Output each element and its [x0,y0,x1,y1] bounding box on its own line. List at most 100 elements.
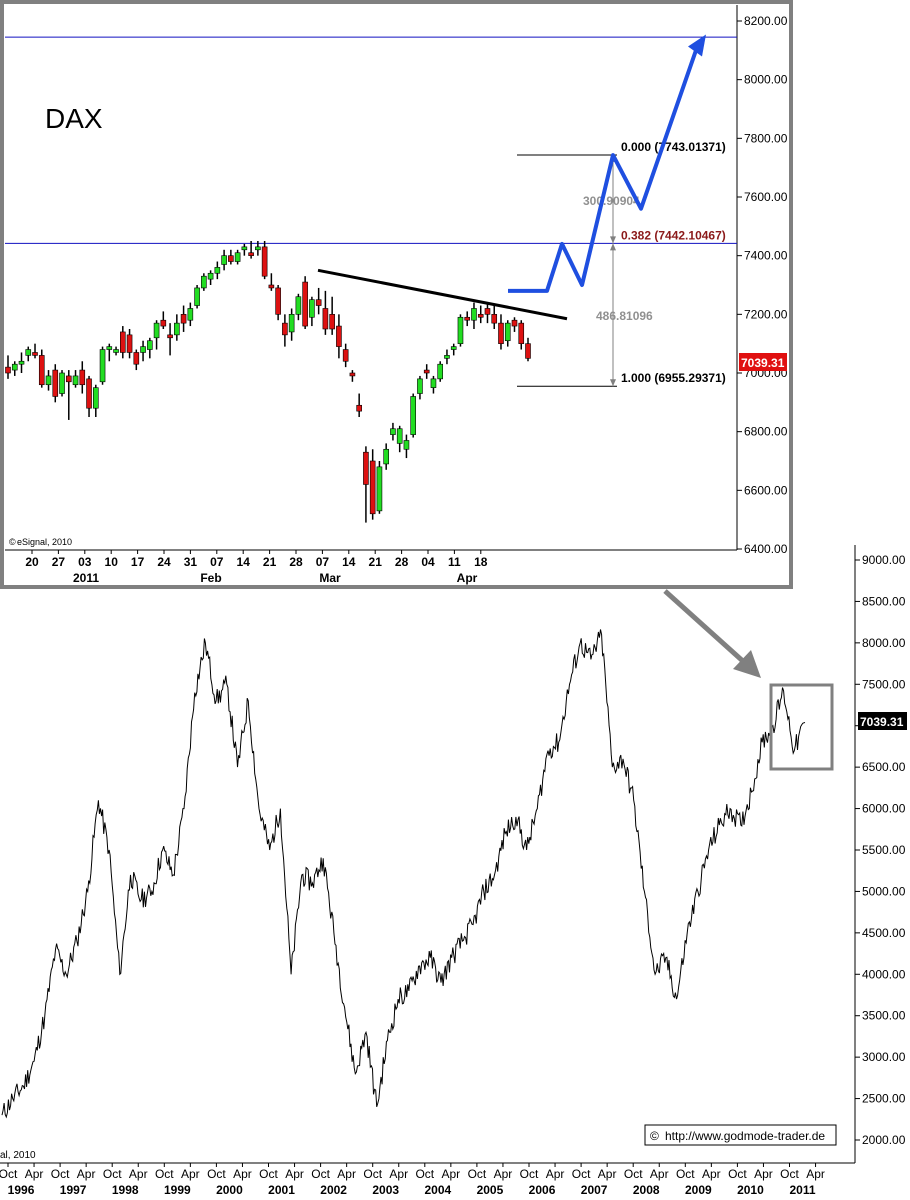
candle-up [11,363,18,371]
candle-down [268,284,275,289]
candle-up [99,349,106,383]
candle-up [201,275,207,289]
forecast-arrowhead [688,34,706,57]
candle-up [430,378,437,388]
chart-title: DAX [45,103,103,134]
long-term-chart: 2000.00 2500.00 3000.00 3500.00 4000.00 4500.… [0,545,907,1197]
inset-x-month-label: Apr [457,571,478,585]
candle-down [282,322,288,336]
inset-x-tick-label: 27 [52,555,66,569]
big-y-tick-label: 6000.00 [862,802,906,816]
candle-down [315,299,322,306]
big-x-tick-month: Oct [363,1167,382,1181]
candle-down [423,369,430,374]
big-copyright: al, 2010 [0,1150,36,1161]
inset-x-tick-label: 18 [474,555,488,569]
big-y-tick-label: 4000.00 [862,967,906,981]
candle-down [180,314,187,324]
big-y-tick-label: 8000.00 [862,636,906,650]
inset-x-tick-label: 03 [78,555,92,569]
inset-x-tick-label: 11 [448,555,461,569]
candle-down [342,349,349,362]
big-x-tick-month: Oct [728,1167,747,1181]
big-x-tick-month: Oct [415,1167,434,1181]
candle-up [403,440,410,450]
candle-down [38,355,45,386]
inset-x-tick-label: 20 [25,555,39,569]
fib-label-382: 0.382 (7442.10467) [621,228,726,242]
candle-up [207,272,214,280]
big-x-tick-month: Apr [337,1167,356,1181]
big-y-tick-label: 3500.00 [862,1009,906,1023]
big-x-tick-year: 2007 [581,1183,608,1197]
connector-arrowhead [733,650,761,678]
candle-up [504,322,511,342]
candle-up [295,296,302,315]
candle-up [417,378,423,394]
big-x-tick-year: 1997 [60,1183,87,1197]
big-y-tick-label: 6500.00 [862,760,906,774]
candle-up [92,387,99,409]
inset-x-tick-label: 07 [316,555,330,569]
big-last-value: 7039.31 [860,715,904,729]
big-x-tick-month: Oct [155,1167,174,1181]
big-x-tick-year: 2010 [737,1183,764,1197]
big-x-tick-month: Oct [0,1167,18,1181]
candle-down [336,325,342,347]
big-x-tick-year: 2009 [685,1183,712,1197]
trendline [317,268,568,321]
candle-up [153,322,160,339]
inset-x-ticks: 20 27 03 10 17 24 31 07 14 21 28 07 14 21 28 04 11 18 2011… [25,550,488,585]
candle-up [140,346,146,353]
big-x-tick-year: 2004 [424,1183,451,1197]
inset-x-tick-label: 04 [421,555,435,569]
inset-x-tick-label: 31 [184,555,198,569]
candle-down [160,319,167,327]
big-x-tick-year: 1996 [8,1183,35,1197]
candle-down [356,404,362,412]
big-y-tick-label: 2500.00 [862,1092,906,1106]
big-x-tick-month: Oct [51,1167,70,1181]
big-x-tick-year: 2006 [529,1183,556,1197]
candle-up [113,349,119,353]
candle-up [383,448,389,465]
big-x-tick-month: Oct [624,1167,643,1181]
big-y-tick-label: 7500.00 [862,677,906,691]
candle-down [79,369,86,386]
candle-up [471,308,477,321]
inset-y-tick-label: 6400.00 [744,542,788,556]
candle-up [147,340,153,350]
candle-down [525,343,531,359]
big-y-tick-label: 8500.00 [862,594,906,608]
candle-down [363,451,369,485]
inset-x-month-label: Feb [200,571,221,585]
candle-up [390,428,396,435]
big-x-tick-year: 2001 [268,1183,295,1197]
inset-x-tick-label: 10 [105,555,119,569]
candle-up [72,375,79,386]
candle-down [369,460,376,515]
big-x-tick-month: Apr [494,1167,513,1181]
candles [5,241,531,523]
candle-down [275,287,281,315]
source-box [644,1124,837,1146]
candle-down [133,352,140,365]
candle-up [234,252,241,262]
inset-h-lines [5,36,737,244]
inset-copyright: eSignal, 2010 [17,537,72,547]
candle-up [410,396,416,435]
big-x-tick-month: Apr [25,1167,44,1181]
inset-x-month-label: Mar [319,571,341,585]
inset-last-value-badge [739,353,787,371]
candle-up [437,363,444,380]
inset-copyright-symbol: © [9,537,16,547]
inset-x-tick-label: 24 [157,555,171,569]
candle-up [187,308,194,321]
big-y-tick-label: 5000.00 [862,884,906,898]
candle-down [86,378,92,409]
connector-line [663,589,747,665]
candle-down [302,281,308,327]
copyright-symbol: © [650,1129,659,1143]
candle-down [464,316,471,321]
